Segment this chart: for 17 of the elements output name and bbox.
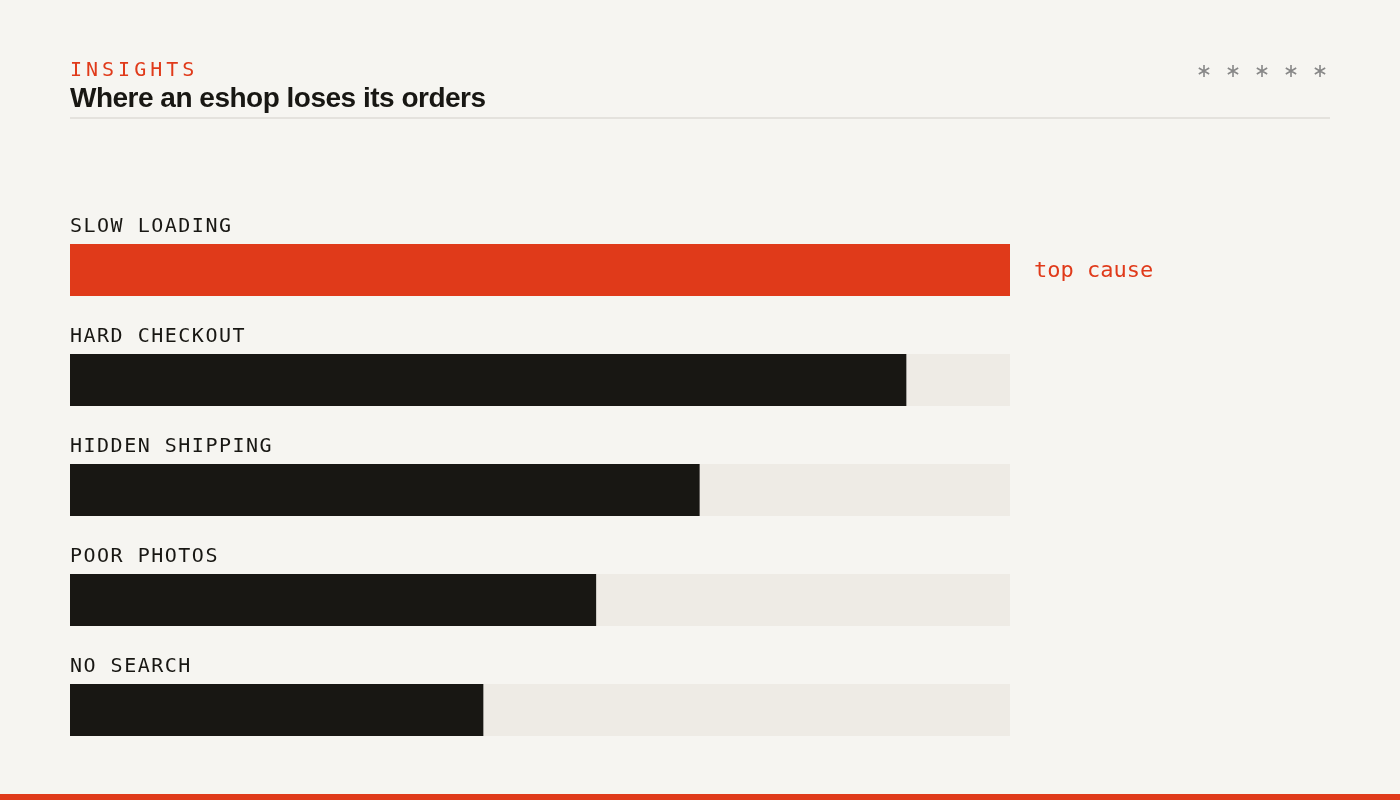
bar — [699, 464, 1010, 516]
chart-subtitle: INSIGHTS — [70, 57, 199, 81]
text: top cause — [1034, 257, 1154, 282]
y-tick-label: NO SEARCH — [70, 653, 192, 677]
bar — [483, 684, 1010, 736]
chart-title: Where an eshop loses its orders — [70, 82, 486, 113]
bar — [70, 244, 1010, 296]
bar — [70, 354, 907, 406]
y-tick-label: HIDDEN SHIPPING — [70, 433, 274, 457]
bar — [70, 464, 700, 516]
bar — [596, 574, 1010, 626]
bar — [70, 574, 597, 626]
bar — [906, 354, 1010, 406]
y-tick-label: SLOW LOADING — [70, 213, 233, 237]
bar — [70, 684, 484, 736]
y-tick-label: POOR PHOTOS — [70, 543, 219, 567]
y-tick-label: HARD CHECKOUT — [70, 323, 247, 347]
